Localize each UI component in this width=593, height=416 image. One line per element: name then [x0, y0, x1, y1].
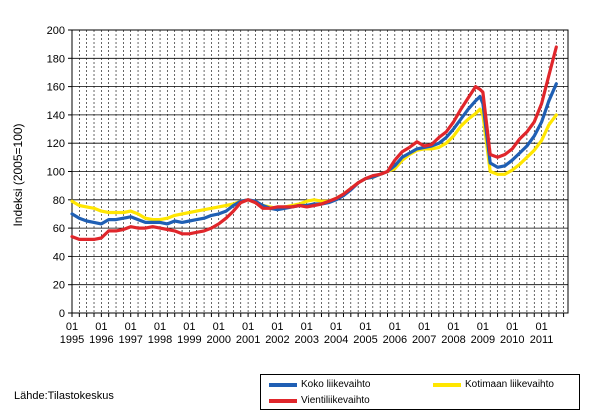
- legend-label-koko: Koko liikevaihto: [301, 379, 371, 390]
- source-note: Lähde:Tilastokeskus: [14, 390, 114, 402]
- y-tick-label: 0: [59, 308, 65, 320]
- x-tick-month: 01: [95, 321, 107, 333]
- x-tick-month: 01: [477, 321, 489, 333]
- x-tick-year: 1999: [177, 334, 201, 346]
- x-tick-year: 2003: [295, 334, 319, 346]
- x-tick-month: 01: [389, 321, 401, 333]
- x-tick-year: 1996: [89, 334, 113, 346]
- y-tick-label: 160: [47, 82, 65, 94]
- x-tick-month: 01: [183, 321, 195, 333]
- x-tick-year: 1997: [118, 334, 142, 346]
- x-tick-month: 01: [535, 321, 547, 333]
- x-tick-year: 2007: [412, 334, 436, 346]
- y-tick-label: 80: [53, 195, 65, 207]
- x-tick-month: 01: [66, 321, 78, 333]
- x-tick-month: 01: [506, 321, 518, 333]
- x-tick-year: 2001: [236, 334, 260, 346]
- x-tick-month: 01: [418, 321, 430, 333]
- series-lines: [70, 45, 558, 241]
- y-tick-label: 200: [47, 25, 65, 37]
- x-tick-month: 01: [301, 321, 313, 333]
- x-tick-month: 01: [213, 321, 225, 333]
- x-axis: 0119950119960119970119980119990120000120…: [60, 313, 565, 346]
- x-tick-year: 2010: [500, 334, 524, 346]
- x-tick-year: 1995: [60, 334, 84, 346]
- x-tick-year: 2009: [471, 334, 495, 346]
- x-tick-month: 01: [447, 321, 459, 333]
- x-tick-month: 01: [359, 321, 371, 333]
- x-tick-year: 2000: [207, 334, 231, 346]
- series-line-vienti: [70, 45, 558, 241]
- y-tick-label: 100: [47, 167, 65, 179]
- legend-label-kotimaan: Kotimaan liikevaihto: [465, 379, 554, 390]
- y-tick-label: 140: [47, 110, 65, 122]
- x-tick-month: 01: [154, 321, 166, 333]
- y-tick-label: 60: [53, 223, 65, 235]
- legend-swatch-vienti: [269, 398, 297, 403]
- x-tick-year: 2006: [383, 334, 407, 346]
- x-tick-year: 2005: [353, 334, 377, 346]
- legend-swatch-koko: [269, 382, 297, 387]
- x-tick-year: 2008: [441, 334, 465, 346]
- x-tick-year: 2002: [265, 334, 289, 346]
- x-tick-year: 2011: [530, 334, 554, 346]
- y-tick-label: 20: [53, 280, 65, 292]
- y-tick-label: 180: [47, 53, 65, 65]
- y-tick-label: 120: [47, 138, 65, 150]
- x-tick-year: 1998: [148, 334, 172, 346]
- y-axis-label: Indeksi (2005=100): [11, 123, 25, 226]
- x-tick-month: 01: [242, 321, 254, 333]
- x-tick-month: 01: [125, 321, 137, 333]
- legend-item-kotimaan: Kotimaan liikevaihto: [433, 379, 554, 390]
- y-axis: 0 20 40 60 80 100 120 140 160 180 200: [47, 25, 72, 320]
- legend-label-vienti: Vientiliikevaihto: [301, 395, 370, 406]
- x-tick-month: 01: [330, 321, 342, 333]
- legend-swatch-kotimaan: [433, 382, 461, 387]
- legend-item-vienti: Vientiliikevaihto: [269, 395, 370, 406]
- legend-item-koko: Koko liikevaihto: [269, 379, 370, 390]
- legend: Koko liikevaihto Kotimaan liikevaihto Vi…: [260, 374, 580, 410]
- y-tick-label: 40: [53, 251, 65, 263]
- chart-grid: [71, 29, 569, 314]
- x-tick-month: 01: [271, 321, 283, 333]
- x-tick-year: 2004: [324, 334, 348, 346]
- series-line-kotimaan: [70, 107, 558, 222]
